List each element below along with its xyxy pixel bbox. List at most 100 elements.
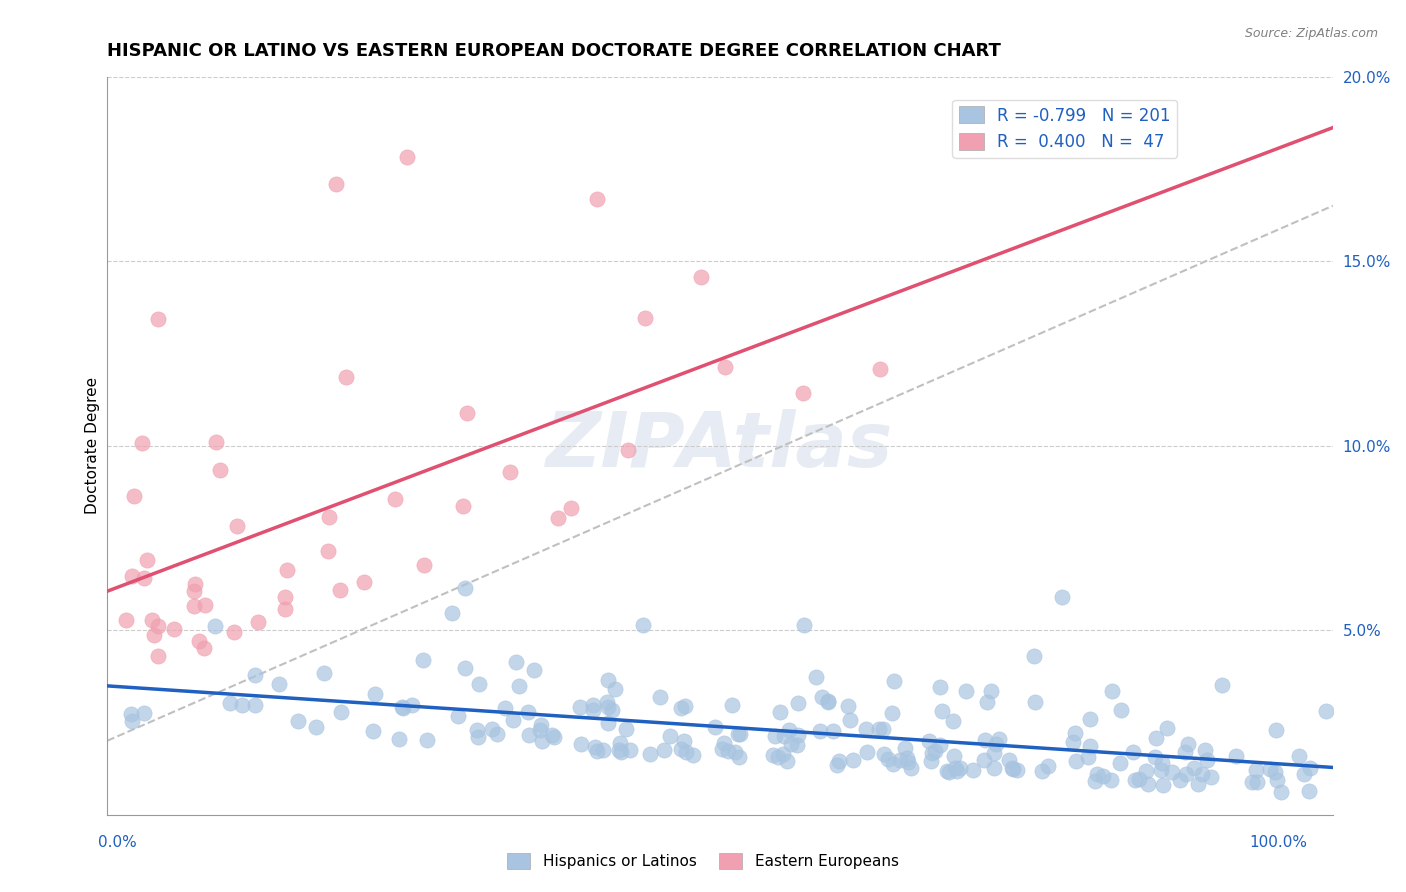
Point [441,606,464,620]
Point [943,761,966,775]
Point [187,633,209,648]
Point [586,744,609,758]
Point [987,731,1010,746]
Point [976,695,998,709]
Point [619,743,641,757]
Point [523,664,546,678]
Point [273,602,295,616]
Point [1022,648,1045,663]
Point [1182,761,1205,775]
Point [900,761,922,775]
Point [454,581,477,595]
Point [287,714,309,728]
Point [583,740,606,755]
Point [1005,763,1028,777]
Point [1260,763,1282,777]
Point [786,738,808,752]
Point [194,598,217,612]
Point [1135,764,1157,778]
Point [936,764,959,778]
Point [1144,731,1167,745]
Point [727,726,749,740]
Point [231,698,253,712]
Point [1002,763,1025,777]
Point [673,698,696,713]
Point [983,746,1005,760]
Point [1109,703,1132,717]
Point [614,722,637,736]
Point [658,729,681,743]
Point [569,737,592,751]
Point [776,754,799,768]
Point [132,571,155,585]
Point [122,489,145,503]
Point [607,743,630,757]
Point [634,311,657,326]
Point [1128,772,1150,786]
Point [325,177,347,191]
Point [825,757,848,772]
Point [889,753,911,767]
Point [581,698,603,713]
Point [942,748,965,763]
Point [494,701,516,715]
Point [980,684,1002,698]
Point [541,728,564,742]
Point [1246,775,1268,789]
Point [837,699,859,714]
Point [946,764,969,778]
Point [762,747,785,762]
Point [274,590,297,604]
Point [1152,756,1174,770]
Point [316,544,339,558]
Point [772,729,794,743]
Point [894,741,917,756]
Point [560,501,582,516]
Point [136,552,159,566]
Point [204,619,226,633]
Point [453,499,475,513]
Legend: Hispanics or Latinos, Eastern Europeans: Hispanics or Latinos, Eastern Europeans [502,847,904,875]
Point [1092,769,1115,783]
Point [973,753,995,767]
Point [329,705,352,719]
Point [391,701,413,715]
Point [817,694,839,708]
Point [318,510,340,524]
Point [638,747,661,761]
Point [1288,749,1310,764]
Point [115,613,138,627]
Point [872,723,894,737]
Point [1191,766,1213,780]
Point [609,736,631,750]
Point [823,724,845,739]
Point [391,699,413,714]
Point [876,752,898,766]
Point [121,714,143,728]
Point [808,724,831,739]
Point [931,705,953,719]
Point [631,617,654,632]
Point [183,584,205,599]
Point [1122,745,1144,759]
Point [502,713,524,727]
Point [120,706,142,721]
Point [305,720,328,734]
Point [569,700,592,714]
Point [1064,754,1087,768]
Point [652,743,675,757]
Point [1062,734,1084,748]
Point [209,463,232,477]
Point [447,708,470,723]
Point [508,679,530,693]
Point [148,649,170,664]
Point [779,737,801,751]
Point [997,753,1019,767]
Point [827,754,849,768]
Point [1123,773,1146,788]
Point [529,723,551,737]
Point [1264,765,1286,780]
Point [131,435,153,450]
Point [675,745,697,759]
Point [388,731,411,746]
